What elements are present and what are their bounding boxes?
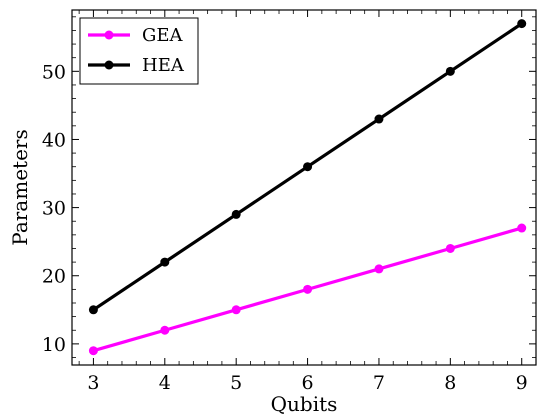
data-point-gea xyxy=(88,346,98,356)
legend-swatch-marker-gea xyxy=(104,30,114,40)
y-tick-label: 30 xyxy=(42,198,66,220)
x-tick-label: 7 xyxy=(373,372,385,394)
data-point-hea xyxy=(88,305,98,315)
x-tick-label: 4 xyxy=(159,372,171,394)
y-tick-label: 20 xyxy=(42,266,66,288)
axis-ticks: 3 4 5 6 7 8 9 10 20 30 40 50 xyxy=(42,10,537,394)
legend-box xyxy=(79,17,199,85)
x-tick-label: 5 xyxy=(230,372,242,394)
y-axis-label: Parameters xyxy=(8,129,32,245)
series-hea xyxy=(88,19,527,315)
x-tick-label: 6 xyxy=(302,372,314,394)
series-group xyxy=(88,19,527,356)
x-axis-label: Qubits xyxy=(271,392,338,416)
x-tick-label: 8 xyxy=(444,372,456,394)
legend-swatch-marker-hea xyxy=(104,60,114,70)
data-point-hea xyxy=(374,114,384,124)
data-point-gea xyxy=(445,243,455,253)
plot-frame xyxy=(71,9,537,366)
series-gea xyxy=(88,223,527,356)
data-point-hea xyxy=(303,162,313,172)
y-tick-label: 10 xyxy=(42,334,66,356)
data-point-hea xyxy=(517,19,527,29)
data-point-hea xyxy=(231,209,241,219)
data-point-gea xyxy=(231,305,241,315)
x-tick-label: 9 xyxy=(516,372,528,394)
data-point-gea xyxy=(374,264,384,274)
data-point-gea xyxy=(160,325,170,335)
data-point-hea xyxy=(445,66,455,76)
legend-label-gea: GEA xyxy=(142,25,184,46)
data-point-hea xyxy=(160,257,170,267)
y-tick-label: 40 xyxy=(42,129,66,151)
data-point-gea xyxy=(303,284,313,294)
data-point-gea xyxy=(517,223,527,233)
legend-label-hea: HEA xyxy=(142,55,185,76)
x-tick-label: 3 xyxy=(87,372,99,394)
y-tick-label: 50 xyxy=(42,61,66,83)
legend: GEA HEA xyxy=(79,17,199,85)
